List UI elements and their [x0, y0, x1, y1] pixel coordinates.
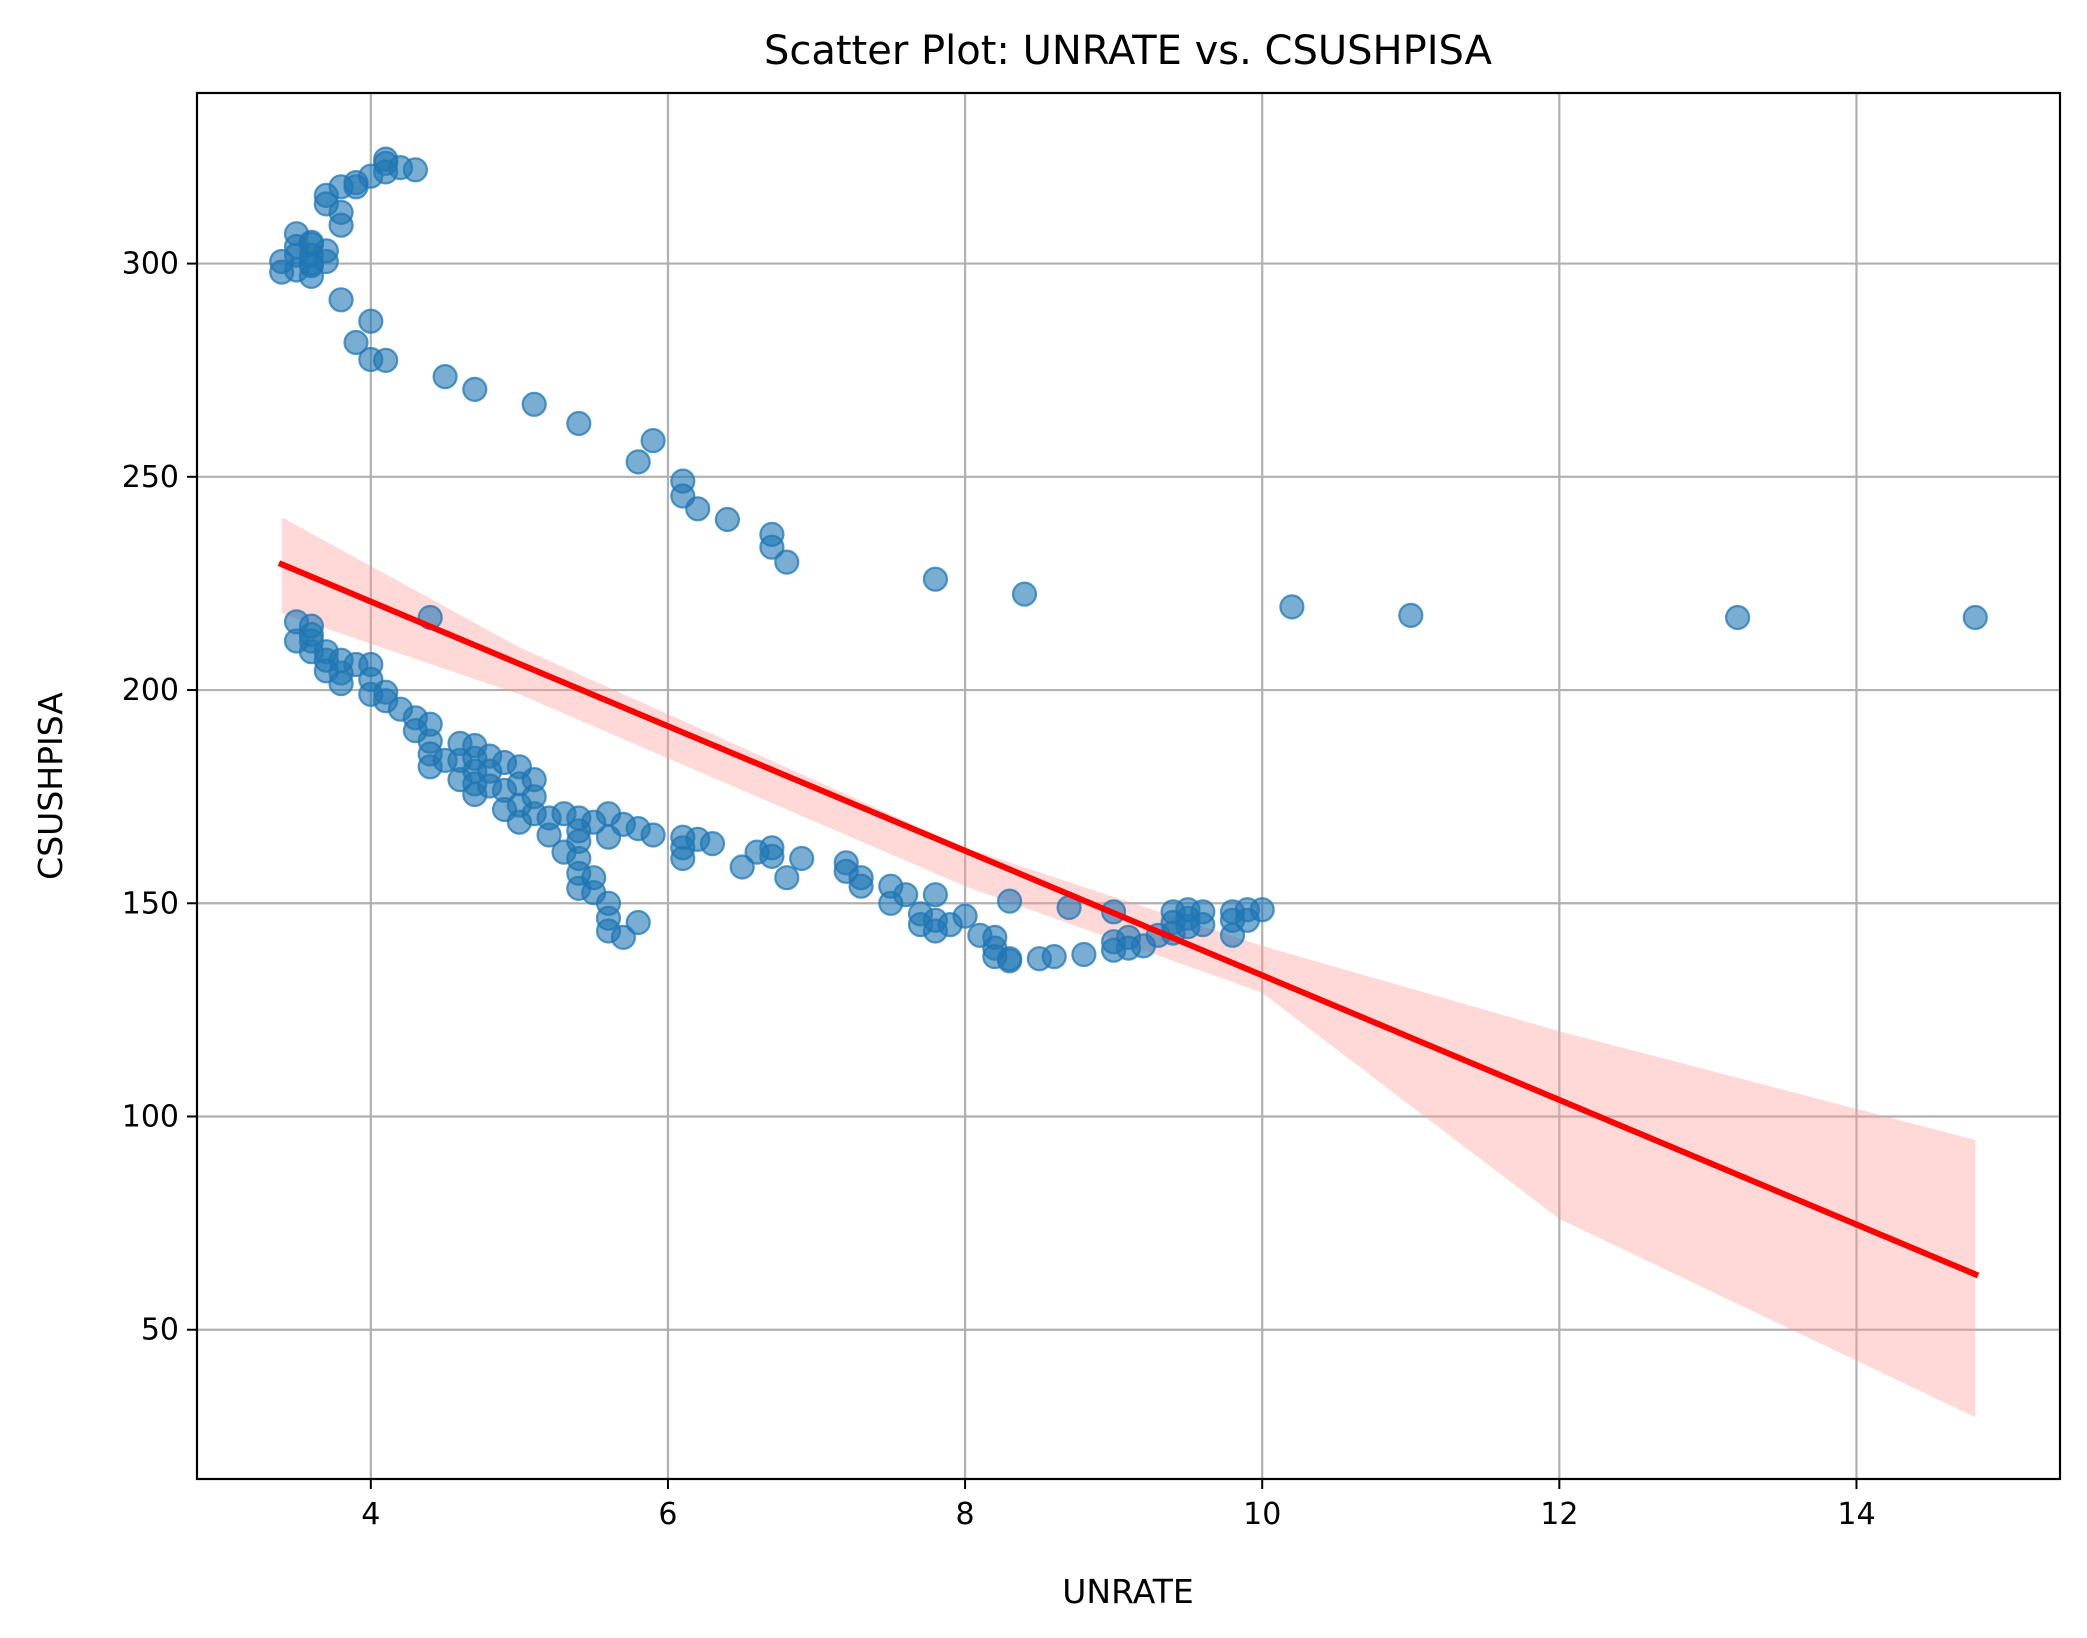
data-point	[1724, 604, 1751, 631]
y-tick-label: 250	[122, 460, 179, 495]
data-point	[417, 711, 443, 737]
data-point	[595, 890, 622, 916]
data-point	[759, 534, 785, 560]
data-point	[625, 449, 651, 475]
x-axis-label: UNRATE	[1062, 1572, 1193, 1611]
data-point	[373, 347, 399, 373]
y-tick-label: 100	[122, 1100, 179, 1135]
data-point	[373, 146, 399, 172]
y-axis-label: CSUSHPISA	[31, 692, 70, 880]
data-point	[1249, 897, 1275, 923]
data-point	[1041, 943, 1067, 970]
data-point	[685, 496, 711, 522]
data-point	[1279, 594, 1305, 620]
data-point	[521, 766, 547, 793]
data-point	[759, 835, 785, 861]
x-tick-label: 6	[658, 1497, 677, 1532]
data-point	[996, 888, 1023, 914]
data-point	[996, 946, 1023, 972]
data-point	[358, 651, 384, 678]
data-point	[1071, 941, 1097, 968]
x-tick-label: 8	[956, 1497, 975, 1532]
data-point	[328, 199, 354, 225]
data-point	[833, 850, 859, 876]
data-point	[789, 845, 815, 872]
y-tick-label: 200	[122, 673, 179, 708]
data-point	[922, 566, 949, 592]
data-point	[952, 903, 978, 929]
y-tick-label: 50	[141, 1313, 179, 1348]
data-point	[373, 679, 399, 705]
data-point	[328, 287, 354, 313]
data-point	[1962, 604, 1988, 631]
data-point	[402, 157, 428, 183]
data-point	[313, 238, 339, 264]
data-point	[729, 854, 755, 880]
data-point	[640, 822, 666, 848]
data-point	[848, 865, 874, 891]
data-point	[1011, 581, 1038, 607]
data-point	[581, 865, 607, 891]
gridlines	[197, 93, 2060, 1479]
data-point	[922, 882, 949, 908]
y-axis-ticks: 50 100 150 200 250 300	[122, 247, 197, 1348]
data-point	[432, 364, 458, 390]
data-point	[774, 549, 800, 575]
data-point	[1398, 602, 1424, 629]
data-point	[358, 308, 384, 334]
x-axis-ticks: 4 6 8 10 12 14	[361, 1479, 1876, 1532]
x-tick-label: 10	[1243, 1497, 1281, 1532]
x-tick-label: 14	[1837, 1497, 1875, 1532]
x-tick-label: 12	[1540, 1497, 1578, 1532]
y-tick-label: 300	[122, 247, 179, 282]
data-point	[1190, 899, 1216, 925]
data-point	[774, 865, 800, 891]
data-point	[462, 376, 488, 402]
plot-frame	[195, 91, 2062, 1481]
data-point	[714, 506, 741, 533]
data-point	[298, 621, 324, 648]
data-point	[699, 830, 726, 857]
data-point	[343, 329, 369, 356]
data-point	[893, 882, 919, 908]
y-tick-label: 150	[122, 886, 179, 921]
data-point	[625, 909, 651, 936]
regression-line-layer	[277, 560, 1980, 1279]
data-points	[269, 146, 1988, 974]
regression-line	[277, 560, 1980, 1279]
chart-title: Scatter Plot: UNRATE vs. CSUSHPISA	[764, 28, 1493, 74]
data-point	[521, 391, 547, 417]
data-point	[982, 924, 1008, 951]
data-point	[566, 410, 592, 437]
data-point	[640, 428, 666, 454]
data-point	[610, 924, 637, 951]
x-tick-label: 4	[361, 1497, 380, 1532]
